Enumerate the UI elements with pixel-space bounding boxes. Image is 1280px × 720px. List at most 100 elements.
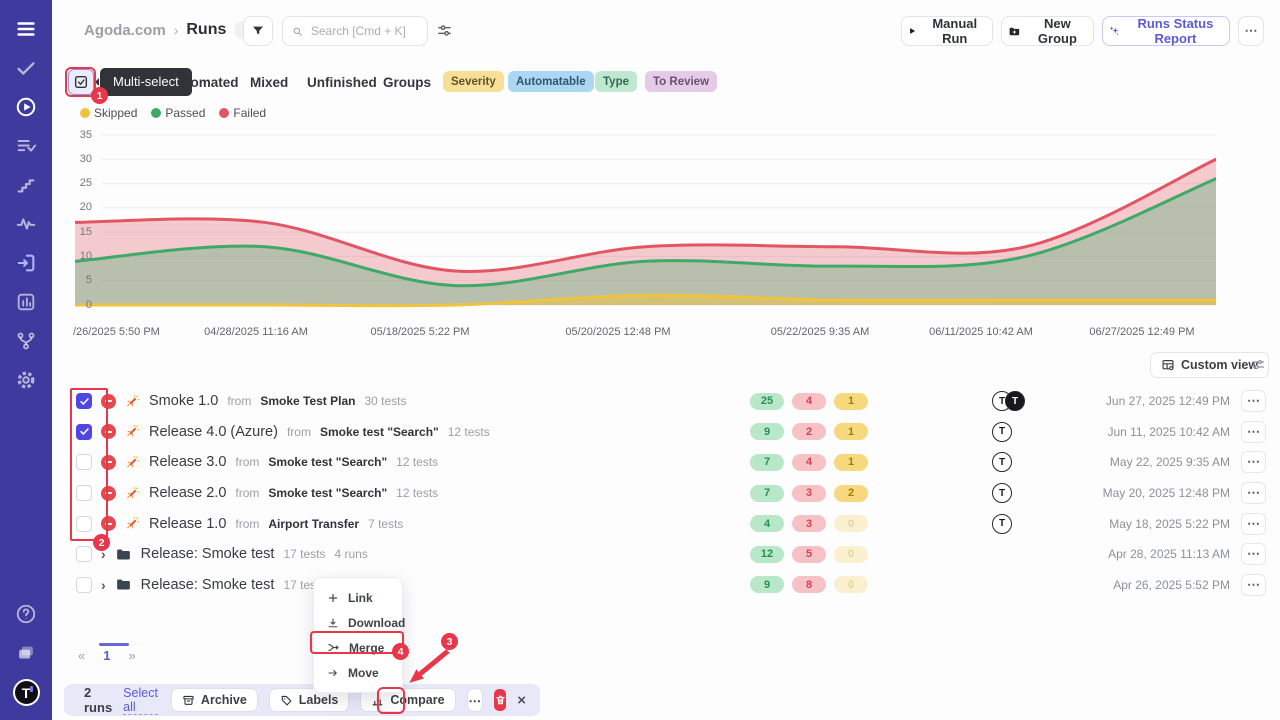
manual-run-button[interactable]: Manual Run	[901, 16, 993, 46]
run-source[interactable]: Airport Transfer	[268, 516, 360, 531]
row-more-button[interactable]: ⋯	[1241, 390, 1266, 413]
menu-icon[interactable]	[13, 16, 39, 42]
table-settings-icon[interactable]	[1251, 357, 1266, 377]
group-title[interactable]: Release: Smoke test	[140, 546, 275, 563]
menu-item-download[interactable]: Download	[314, 610, 406, 635]
sparkles-icon	[1110, 26, 1119, 35]
run-source[interactable]: Smoke test "Search"	[319, 424, 439, 439]
search-input[interactable]	[308, 23, 418, 39]
unpublished-icon	[101, 454, 116, 470]
run-avatars: T	[992, 513, 1012, 534]
passed-badge: 9	[750, 576, 784, 594]
gear-icon[interactable]	[13, 367, 39, 393]
avatar: T	[992, 452, 1012, 473]
list-check-icon[interactable]	[13, 133, 39, 159]
checkbox-check-icon	[74, 75, 88, 89]
run-title[interactable]: Release 3.0	[149, 454, 227, 471]
run-source[interactable]: Smoke test "Search"	[268, 486, 388, 501]
breadcrumb-project[interactable]: Agoda.com	[84, 21, 166, 39]
menu-item-link[interactable]: Link	[314, 585, 402, 610]
runs-status-report-button[interactable]: Runs Status Report	[1102, 16, 1230, 46]
run-date: Apr 26, 2025 5:52 PM	[1113, 577, 1230, 592]
x-axis-tick: 06/27/2025 12:49 PM	[1089, 326, 1195, 338]
filter-pill-to-review[interactable]: To Review	[645, 71, 718, 92]
report-icon[interactable]	[13, 289, 39, 315]
tab-unfinished[interactable]: Unfinished	[307, 75, 377, 90]
row-more-button[interactable]: ⋯	[1241, 420, 1266, 443]
x-axis-tick: 05/22/2025 9:35 AM	[770, 326, 870, 338]
filter-pill-automatable[interactable]: Automatable	[508, 71, 594, 92]
row-more-button[interactable]: ⋯	[1241, 482, 1266, 505]
pagination-prev[interactable]: «	[78, 648, 86, 663]
search-box[interactable]	[282, 16, 428, 46]
run-source[interactable]: Smoke test "Search"	[268, 455, 388, 470]
menu-item-merge[interactable]: Merge	[314, 635, 402, 660]
row-more-button[interactable]: ⋯	[1241, 573, 1266, 596]
help-icon[interactable]	[13, 601, 39, 627]
legend-dot	[219, 108, 230, 118]
custom-view-button[interactable]: Custom view	[1150, 352, 1270, 378]
menu-item-label: Download	[348, 615, 406, 630]
header-more-button[interactable]: ⋯	[1238, 16, 1264, 46]
context-menu: Link Download Merge Move	[313, 577, 406, 693]
new-group-button[interactable]: New Group	[1001, 16, 1094, 46]
chevron-right-icon[interactable]: ›	[101, 546, 106, 563]
play-circle-icon[interactable]	[13, 94, 39, 120]
check-icon[interactable]	[13, 55, 39, 81]
group-title[interactable]: Release: Smoke test	[140, 576, 275, 593]
sliders-icon[interactable]	[436, 22, 453, 44]
sidebar: T	[0, 0, 52, 720]
row-checkbox[interactable]	[76, 515, 92, 532]
failed-badge: 5	[792, 545, 826, 563]
tab-groups[interactable]: Groups	[383, 75, 432, 90]
run-source[interactable]: Smoke Test Plan	[260, 394, 356, 409]
filter-button[interactable]	[243, 16, 273, 46]
menu-item-move[interactable]: Move	[314, 660, 402, 685]
run-title[interactable]: Smoke 1.0	[149, 393, 219, 410]
pagination-page-1[interactable]: 1	[103, 648, 111, 663]
folder-plus-icon	[1009, 27, 1020, 35]
pulse-icon[interactable]	[13, 211, 39, 237]
y-axis-tick: 5	[85, 274, 92, 287]
row-more-button[interactable]: ⋯	[1241, 512, 1266, 535]
row-more-button[interactable]: ⋯	[1241, 451, 1266, 474]
unpublished-icon	[101, 393, 116, 409]
chevron-right-icon[interactable]: ›	[101, 576, 106, 593]
row-checkbox[interactable]	[76, 485, 92, 502]
run-avatars: T	[992, 452, 1012, 473]
failed-badge: 3	[792, 484, 826, 502]
library-icon[interactable]	[13, 640, 39, 666]
avatar: T	[1005, 391, 1025, 412]
run-title[interactable]: Release 4.0 (Azure)	[149, 423, 278, 440]
close-icon[interactable]: ×	[517, 691, 526, 709]
run-title[interactable]: Release 2.0	[149, 485, 227, 502]
run-date: Apr 28, 2025 11:13 AM	[1108, 547, 1230, 562]
row-checkbox[interactable]	[76, 454, 92, 471]
row-more-button[interactable]: ⋯	[1241, 543, 1266, 566]
select-all-link[interactable]: Select all	[123, 685, 158, 715]
chart-legend: Skipped Passed Failed	[80, 106, 266, 120]
import-icon[interactable]	[13, 250, 39, 276]
status-badges: 25 4 1	[750, 392, 868, 410]
passed-badge: 7	[750, 484, 784, 502]
archive-button[interactable]: Archive	[170, 688, 258, 712]
user-avatar[interactable]: T	[12, 679, 40, 706]
from-label: from	[286, 424, 311, 439]
run-title[interactable]: Release 1.0	[149, 515, 227, 532]
multi-select-button[interactable]	[68, 69, 94, 95]
row-checkbox[interactable]	[76, 393, 92, 410]
filter-pill-severity[interactable]: Severity	[443, 71, 504, 92]
tab-mixed[interactable]: Mixed	[250, 75, 289, 90]
row-checkbox[interactable]	[76, 546, 92, 563]
pagination-next[interactable]: »	[128, 648, 136, 663]
actions-more-button[interactable]: ⋯	[466, 688, 483, 712]
delete-button[interactable]	[493, 689, 507, 711]
search-icon	[293, 27, 302, 36]
row-checkbox[interactable]	[76, 423, 92, 440]
filter-pill-type[interactable]: Type	[595, 71, 637, 92]
row-checkbox[interactable]	[76, 576, 92, 593]
y-axis-tick: 35	[79, 128, 92, 141]
steps-icon[interactable]	[13, 172, 39, 198]
branch-icon[interactable]	[13, 328, 39, 354]
